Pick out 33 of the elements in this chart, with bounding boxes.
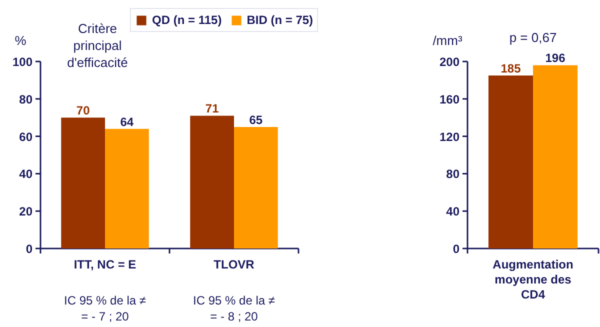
y-tick-label: 0 [26, 242, 33, 256]
y-tick-label: 40 [19, 167, 33, 182]
legend-label: QD (n = 115) [152, 13, 222, 27]
data-label: 185 [500, 62, 522, 76]
data-label: 71 [205, 102, 220, 116]
y-tick-label: 20 [19, 204, 33, 219]
data-label: 70 [76, 104, 90, 118]
y-tick-label: 160 [439, 92, 460, 106]
x-tick-label: ITT, NC = E [74, 258, 136, 272]
y-axis-title: % [14, 33, 27, 48]
x-tick-label: Augmentation moyenne des CD4 [492, 258, 574, 302]
legend-label: BID (n = 75) [246, 13, 314, 27]
data-label: 65 [249, 112, 263, 127]
data-label: 196 [545, 51, 566, 66]
y-tick-label: 200 [439, 55, 460, 69]
bar [61, 118, 105, 248]
y-tick-label: 40 [446, 204, 460, 219]
y-tick-label: 0 [452, 242, 460, 256]
y-tick-label: 80 [19, 92, 33, 106]
y-tick-label: 60 [19, 130, 33, 144]
text: IC 95 % de la ≠ = - 7 ; 20 [64, 294, 146, 324]
y-axis-title: /mm³ [432, 33, 463, 48]
bar [105, 128, 149, 248]
chart-title: Critère principal d'efficacité [67, 21, 128, 70]
y-tick-label: 100 [12, 55, 33, 69]
text: p = 0,67 [509, 30, 557, 45]
y-tick-label: 120 [439, 130, 460, 144]
x-tick-label: TLOVR [214, 258, 255, 272]
text: IC 95 % de la ≠ = - 8 ; 20 [193, 294, 276, 324]
data-label: 64 [120, 114, 134, 129]
bar [190, 116, 234, 248]
bar [234, 126, 278, 248]
y-tick-label: 80 [446, 167, 460, 182]
